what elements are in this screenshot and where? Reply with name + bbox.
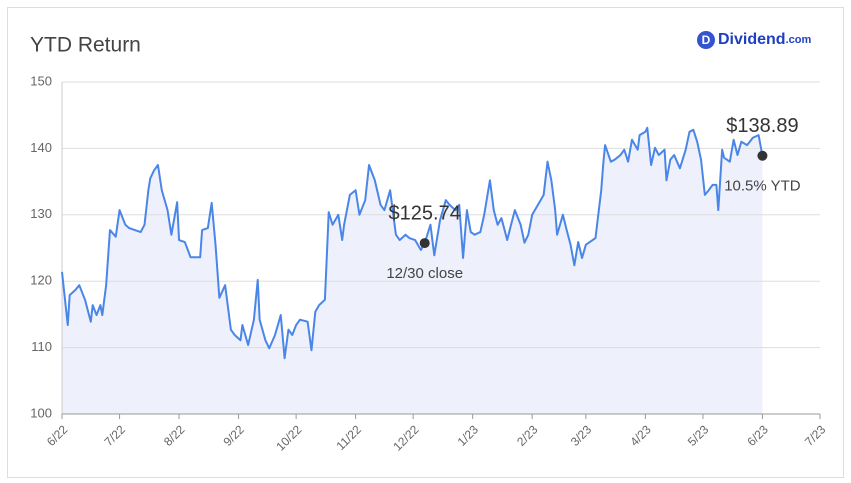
annotation-dot (419, 238, 430, 249)
y-tick-label: 130 (30, 206, 52, 221)
annotation-label: $125.74 (389, 202, 461, 224)
y-tick-label: 100 (30, 405, 52, 420)
y-tick-label: 120 (30, 273, 52, 288)
area (62, 127, 763, 414)
logo: Dividend.com (718, 31, 811, 48)
annotation-note: 12/30 close (386, 265, 463, 282)
logo-name: Dividend (718, 31, 786, 48)
logo-suffix: .com (786, 34, 812, 46)
y-tick-label: 150 (30, 73, 52, 88)
logo-icon: D (702, 33, 711, 47)
chart-title: YTD Return (30, 34, 141, 57)
y-tick-label: 140 (30, 140, 52, 155)
annotation-label: $138.89 (726, 115, 798, 137)
logo-icon-bg (697, 31, 715, 49)
annotation-note: 10.5% YTD (724, 178, 801, 195)
annotation-dot (757, 150, 768, 161)
y-tick-label: 110 (31, 339, 52, 354)
